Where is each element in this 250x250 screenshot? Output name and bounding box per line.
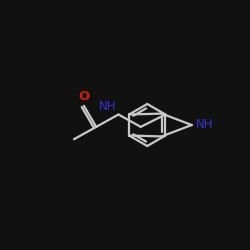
- Text: NH: NH: [98, 100, 116, 113]
- Text: NH: NH: [196, 118, 213, 132]
- Text: O: O: [78, 90, 90, 103]
